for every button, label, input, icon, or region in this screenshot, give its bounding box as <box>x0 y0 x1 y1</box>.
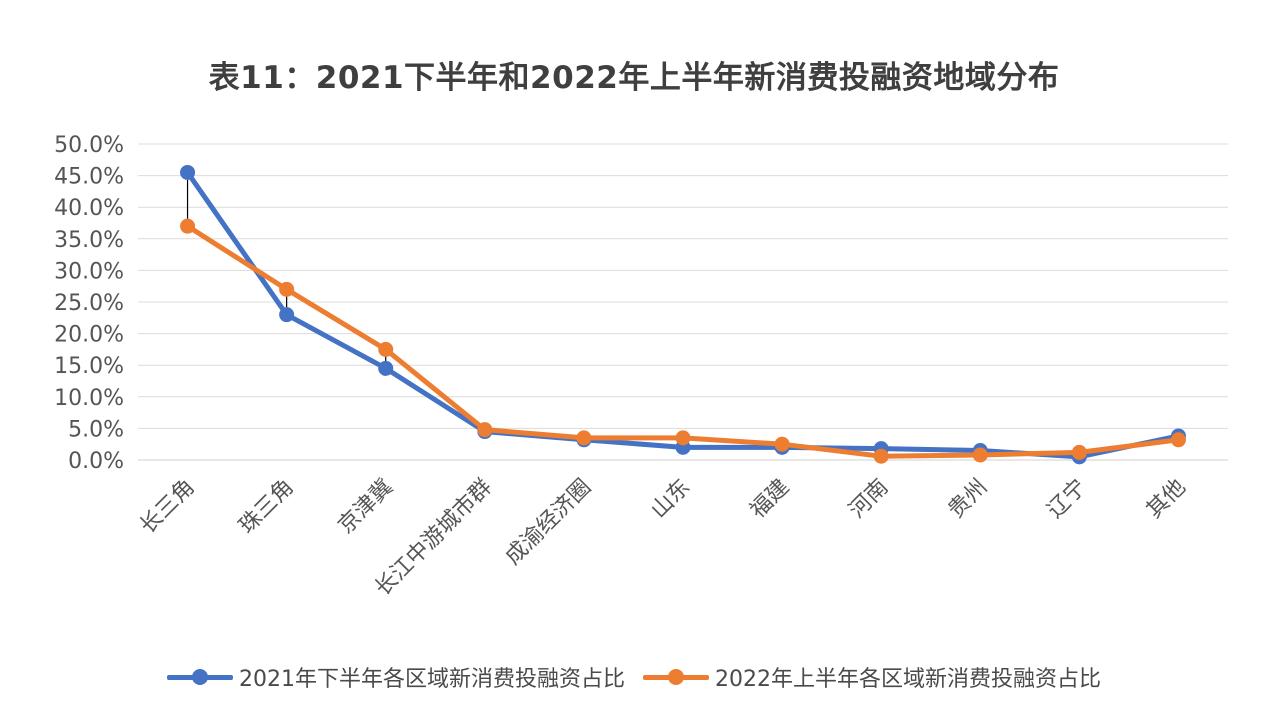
x-tick-label: 成渝经济圈 <box>501 475 596 570</box>
data-point <box>873 448 889 464</box>
series-2 <box>180 218 1186 464</box>
gridlines <box>138 143 1228 461</box>
data-point <box>180 218 196 234</box>
x-tick-label: 辽宁 <box>1043 475 1092 524</box>
y-tick-label: 30.0% <box>54 259 124 284</box>
y-tick-label: 25.0% <box>54 291 124 316</box>
series-line <box>185 169 1181 460</box>
legend: 2021年下半年各区域新消费投融资占比 2022年上半年各区域新消费投融资占比 <box>0 660 1268 694</box>
x-tick-label: 贵州 <box>944 475 993 524</box>
series-lines <box>180 164 1186 465</box>
y-tick-label: 5.0% <box>68 417 124 442</box>
data-point <box>576 430 592 446</box>
y-tick-label: 15.0% <box>54 354 124 379</box>
data-point <box>378 360 394 376</box>
x-tick-label: 福建 <box>746 475 795 524</box>
data-point <box>378 341 394 357</box>
legend-swatch-series-2 <box>643 667 709 687</box>
y-tick-label: 0.0% <box>68 449 124 474</box>
x-tick-label: 其他 <box>1142 475 1191 524</box>
high-low-lines <box>186 172 1180 457</box>
data-point <box>774 436 790 452</box>
data-point <box>1170 432 1186 448</box>
y-tick-label: 40.0% <box>54 196 124 221</box>
y-axis: 0.0% 5.0% 10.0% 15.0% 20.0% 25.0% 30.0% 35.0% 40… <box>54 133 124 474</box>
data-point <box>477 422 493 438</box>
data-point <box>279 307 295 323</box>
data-point <box>972 447 988 463</box>
y-tick-label: 35.0% <box>54 228 124 253</box>
y-tick-label: 45.0% <box>54 165 124 190</box>
x-tick-label: 珠三角 <box>235 475 299 539</box>
data-point <box>675 430 691 446</box>
legend-item-series-1: 2021年下半年各区域新消费投融资占比 <box>167 661 625 693</box>
legend-label-series-1: 2021年下半年各区域新消费投融资占比 <box>239 667 625 692</box>
x-tick-label: 京津冀 <box>334 475 398 539</box>
legend-label-series-2: 2022年上半年各区域新消费投融资占比 <box>715 667 1101 692</box>
data-point <box>180 164 196 180</box>
y-tick-label: 20.0% <box>54 323 124 348</box>
x-tick-label: 山东 <box>646 475 695 524</box>
legend-item-series-2: 2022年上半年各区域新消费投融资占比 <box>643 661 1101 693</box>
x-tick-label: 河南 <box>845 475 894 524</box>
x-tick-label: 长三角 <box>135 475 199 539</box>
data-point <box>1071 444 1087 460</box>
y-tick-label: 50.0% <box>54 133 124 158</box>
y-tick-label: 10.0% <box>54 386 124 411</box>
legend-swatch-series-1 <box>167 667 233 687</box>
chart-title: 表11：2021下半年和2022年上半年新消费投融资地域分布 <box>208 60 1060 96</box>
data-point <box>279 281 295 297</box>
